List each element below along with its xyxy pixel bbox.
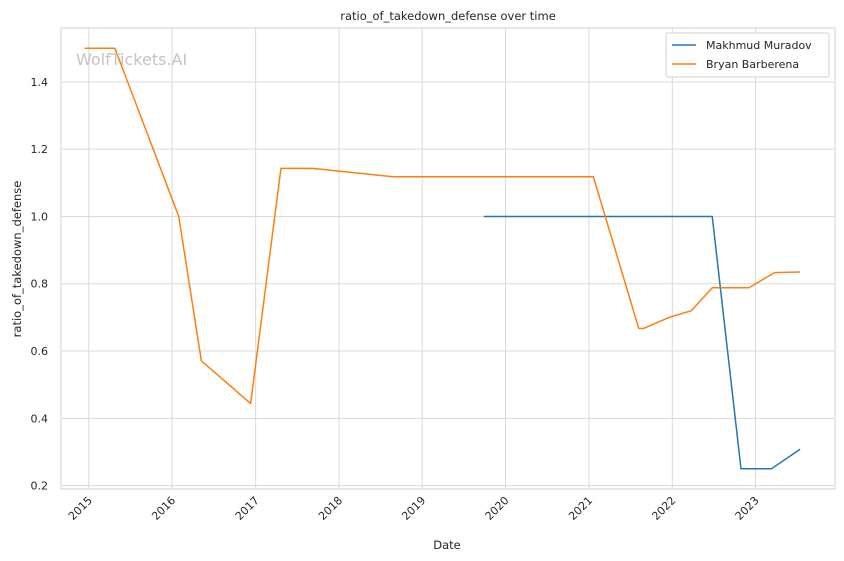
x-axis-label: Date xyxy=(433,538,461,552)
x-tick-label: 2016 xyxy=(149,494,178,523)
gridlines xyxy=(61,28,835,489)
legend-label-barberena: Bryan Barberena xyxy=(706,58,799,71)
y-tick-label: 1.0 xyxy=(31,210,49,223)
y-axis-label: ratio_of_takedown_defense xyxy=(10,181,24,338)
series-lines xyxy=(84,47,801,470)
x-tick-label: 2017 xyxy=(233,494,262,523)
chart-title: ratio_of_takedown_defense over time xyxy=(340,9,556,23)
y-tick-label: 1.2 xyxy=(31,143,49,156)
x-tick-label: 2023 xyxy=(733,494,762,523)
watermark: WolfTickets.AI xyxy=(76,50,187,69)
legend-box xyxy=(665,32,830,78)
y-tick-label: 0.4 xyxy=(31,412,49,425)
plot-area xyxy=(60,27,836,490)
x-tick-label: 2021 xyxy=(566,494,595,523)
x-tick-label: 2015 xyxy=(66,494,95,523)
x-tick-label: 2018 xyxy=(316,494,345,523)
legend-label-muradov: Makhmud Muradov xyxy=(706,39,812,52)
legend: Makhmud Muradov Bryan Barberena xyxy=(665,32,830,78)
series-line-barberena xyxy=(84,47,801,405)
series-line-muradov xyxy=(483,215,801,470)
y-tick-label: 0.8 xyxy=(31,278,49,291)
y-tick-label: 0.6 xyxy=(31,345,49,358)
x-tick-label: 2022 xyxy=(649,494,678,523)
y-tick-label: 1.4 xyxy=(31,76,49,89)
x-tick-label: 2020 xyxy=(483,494,512,523)
y-tick-label: 0.2 xyxy=(31,480,49,493)
x-tick-label: 2019 xyxy=(399,494,428,523)
